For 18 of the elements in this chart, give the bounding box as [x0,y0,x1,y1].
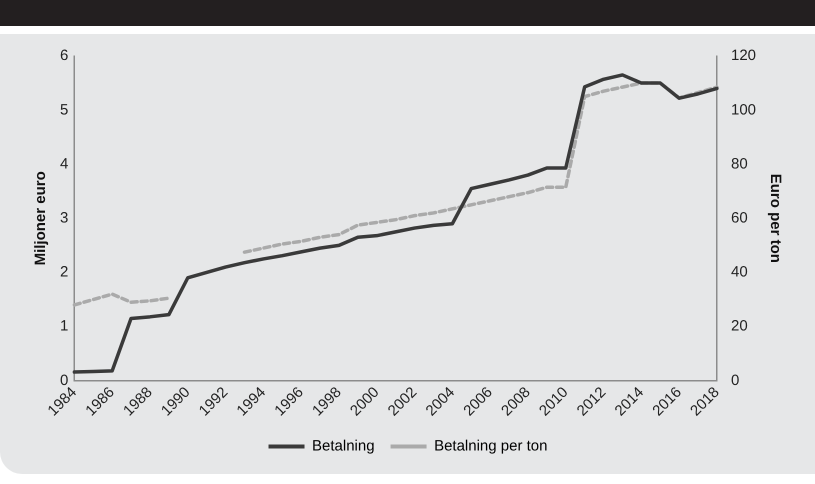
y2-tick-label: 0 [730,372,740,389]
y-tick-label: 6 [60,47,68,64]
y2-tick-label: 40 [730,264,748,281]
y2-tick-label: 80 [730,155,748,172]
y2-tick-label: 20 [730,318,748,335]
y-tick-label: 3 [60,209,68,226]
y2-tick-label: 120 [730,47,756,64]
y-tick-label: 4 [60,155,68,172]
y-tick-label: 1 [60,318,68,335]
legend-label: Betalning [312,438,375,455]
y2-axis-title: Euro per ton [766,174,784,263]
y-tick-label: 2 [60,264,68,281]
y2-tick-label: 100 [730,101,756,118]
y-tick-label: 0 [60,372,68,389]
y-axis-title: Miljoner euro [32,171,50,266]
y2-tick-label: 60 [730,209,748,226]
legend-label: Betalning per ton [434,438,548,455]
y-tick-label: 5 [60,101,68,118]
